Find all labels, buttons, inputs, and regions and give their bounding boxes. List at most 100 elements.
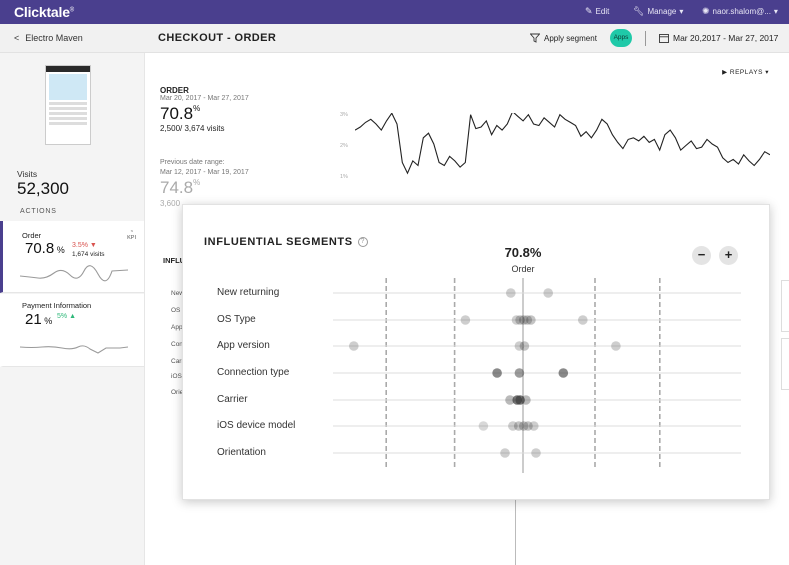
- segment-label-os-type[interactable]: OS Type: [217, 314, 256, 325]
- segment-label-orientation[interactable]: Orientation: [217, 447, 266, 458]
- segment-dot[interactable]: [515, 315, 525, 325]
- avatar-icon: ✺: [702, 6, 710, 16]
- zoom-out-button[interactable]: −: [692, 246, 711, 265]
- action-card-payment-information[interactable]: Payment Information 21 % 5% ▲: [0, 294, 144, 367]
- segment-dot[interactable]: [511, 315, 522, 325]
- visits-value: 52,300: [17, 179, 69, 198]
- segment-dot[interactable]: [558, 368, 569, 378]
- segment-dot[interactable]: [611, 341, 621, 351]
- segment-label-app-version[interactable]: App version: [217, 340, 270, 351]
- background-row: New: [171, 290, 185, 297]
- segment-label-connection-type[interactable]: Connection type: [217, 367, 290, 378]
- chevron-down-icon: ▾: [679, 7, 684, 16]
- segment-dot[interactable]: [505, 395, 515, 405]
- action-rate: 21 %: [25, 311, 53, 328]
- segment-dot[interactable]: [515, 395, 525, 405]
- chevron-down-icon: ▾: [765, 69, 769, 76]
- trend-series-line: [355, 113, 770, 175]
- segment-dot[interactable]: [531, 448, 541, 458]
- action-visits: 1,674 visits: [72, 251, 105, 258]
- apps-button[interactable]: Apps: [610, 29, 632, 47]
- segment-dot[interactable]: [514, 341, 525, 351]
- arrow-down-icon: ▼: [89, 242, 97, 249]
- segment-dot[interactable]: [521, 395, 531, 405]
- segment-dot[interactable]: [460, 315, 471, 325]
- chevron-left-icon: <: [14, 33, 20, 43]
- order-sparkline: [20, 265, 128, 282]
- segment-dot[interactable]: [349, 341, 359, 351]
- background-row: OS: [171, 307, 181, 314]
- filter-icon: [530, 33, 540, 43]
- segment-dot[interactable]: [529, 421, 539, 431]
- action-name: Order: [22, 231, 42, 240]
- action-delta: 5% ▲: [57, 313, 77, 320]
- background-row: Carr: [171, 358, 184, 365]
- kpi-gauge-icon[interactable]: ◔ KPI: [127, 229, 136, 241]
- background-row: App: [171, 324, 183, 331]
- segment-dot[interactable]: [578, 315, 588, 325]
- previous-visits: 3,600: [160, 199, 181, 208]
- center-value: 70.8%: [504, 245, 542, 260]
- center-label: Order: [511, 264, 535, 274]
- calendar-icon: [659, 34, 669, 43]
- back-link[interactable]: < Electro Maven: [14, 33, 83, 43]
- segment-dot[interactable]: [543, 288, 553, 298]
- segments-dot-plot: [333, 278, 741, 473]
- segment-dot[interactable]: [518, 315, 529, 325]
- segment-dot[interactable]: [508, 421, 518, 431]
- segment-dot[interactable]: [514, 368, 525, 378]
- divider: [645, 31, 646, 46]
- order-visits: 2,500/ 3,674 visits: [160, 124, 225, 133]
- actions-heading: ACTIONS: [20, 208, 57, 215]
- y-tick-label: 3%: [340, 112, 348, 118]
- manage-menu[interactable]: 🔧︎ Manage ▾: [633, 6, 684, 16]
- help-icon[interactable]: ?: [357, 237, 368, 247]
- segment-dot[interactable]: [500, 448, 510, 458]
- background-row: Orie: [171, 389, 184, 396]
- y-tick-label: 1%: [340, 174, 348, 180]
- action-delta: 3.5% ▼: [72, 242, 97, 249]
- previous-range-label: Previous date range:: [160, 159, 225, 166]
- zoom-in-button[interactable]: +: [719, 246, 738, 265]
- influential-segments-title: INFLUENTIAL SEGMENTS ?: [204, 236, 368, 248]
- apply-segment-button[interactable]: Apply segment: [530, 33, 597, 43]
- segment-dot[interactable]: [526, 315, 536, 325]
- action-name: Payment Information: [22, 301, 92, 310]
- chevron-down-icon: ▾: [773, 7, 778, 16]
- segment-dot[interactable]: [518, 421, 529, 431]
- order-rate: 70.8%: [160, 104, 201, 123]
- background-divider: [515, 493, 516, 565]
- replays-button[interactable]: ▶ REPLAYS ▾: [722, 69, 769, 76]
- date-range-picker[interactable]: Mar 20,2017 - Mar 27, 2017: [659, 33, 778, 43]
- user-menu[interactable]: ✺ naor.shalom@... ▾: [702, 6, 778, 16]
- clicktale-logo[interactable]: Clicktale®: [14, 4, 75, 20]
- segment-dot[interactable]: [513, 421, 524, 431]
- segment-label-new-returning[interactable]: New returning: [217, 287, 280, 298]
- sub-header: < Electro Maven CHECKOUT - ORDER Apply s…: [0, 24, 789, 53]
- segment-dot[interactable]: [522, 315, 533, 325]
- top-bar: Clicktale® ✎ Edit 🔧︎ Manage ▾ ✺ naor.sha…: [0, 0, 789, 24]
- segment-dot[interactable]: [492, 368, 502, 378]
- order-title: ORDER: [160, 86, 189, 95]
- background-card: [781, 338, 789, 390]
- page-thumbnail[interactable]: [45, 65, 91, 145]
- segment-label-carrier[interactable]: Carrier: [217, 394, 248, 405]
- play-icon: ▶: [722, 69, 728, 76]
- segment-dot[interactable]: [478, 421, 489, 431]
- page-title: CHECKOUT - ORDER: [158, 32, 277, 44]
- segment-dot[interactable]: [519, 341, 530, 351]
- previous-range-dates: Mar 12, 2017 - Mar 19, 2017: [160, 169, 249, 176]
- arrow-up-icon: ▲: [69, 313, 77, 320]
- influential-segments-card: INFLUENTIAL SEGMENTS ? 70.8% Order − + N…: [182, 204, 770, 500]
- payment-sparkline: [20, 345, 128, 354]
- segment-dot[interactable]: [523, 421, 533, 431]
- segment-label-ios-device-model[interactable]: iOS device model: [217, 420, 296, 431]
- background-card: [781, 280, 789, 332]
- wrench-icon: 🔧︎: [633, 6, 645, 16]
- previous-rate: 74.8%: [160, 178, 201, 197]
- edit-link[interactable]: ✎ Edit: [585, 6, 610, 16]
- visits-label: Visits: [17, 169, 38, 179]
- action-card-order[interactable]: Order 70.8 % 3.5% ▼ 1,674 visits ◔ KPI: [0, 221, 144, 293]
- segment-dot[interactable]: [506, 288, 516, 298]
- background-row: Con: [171, 341, 183, 348]
